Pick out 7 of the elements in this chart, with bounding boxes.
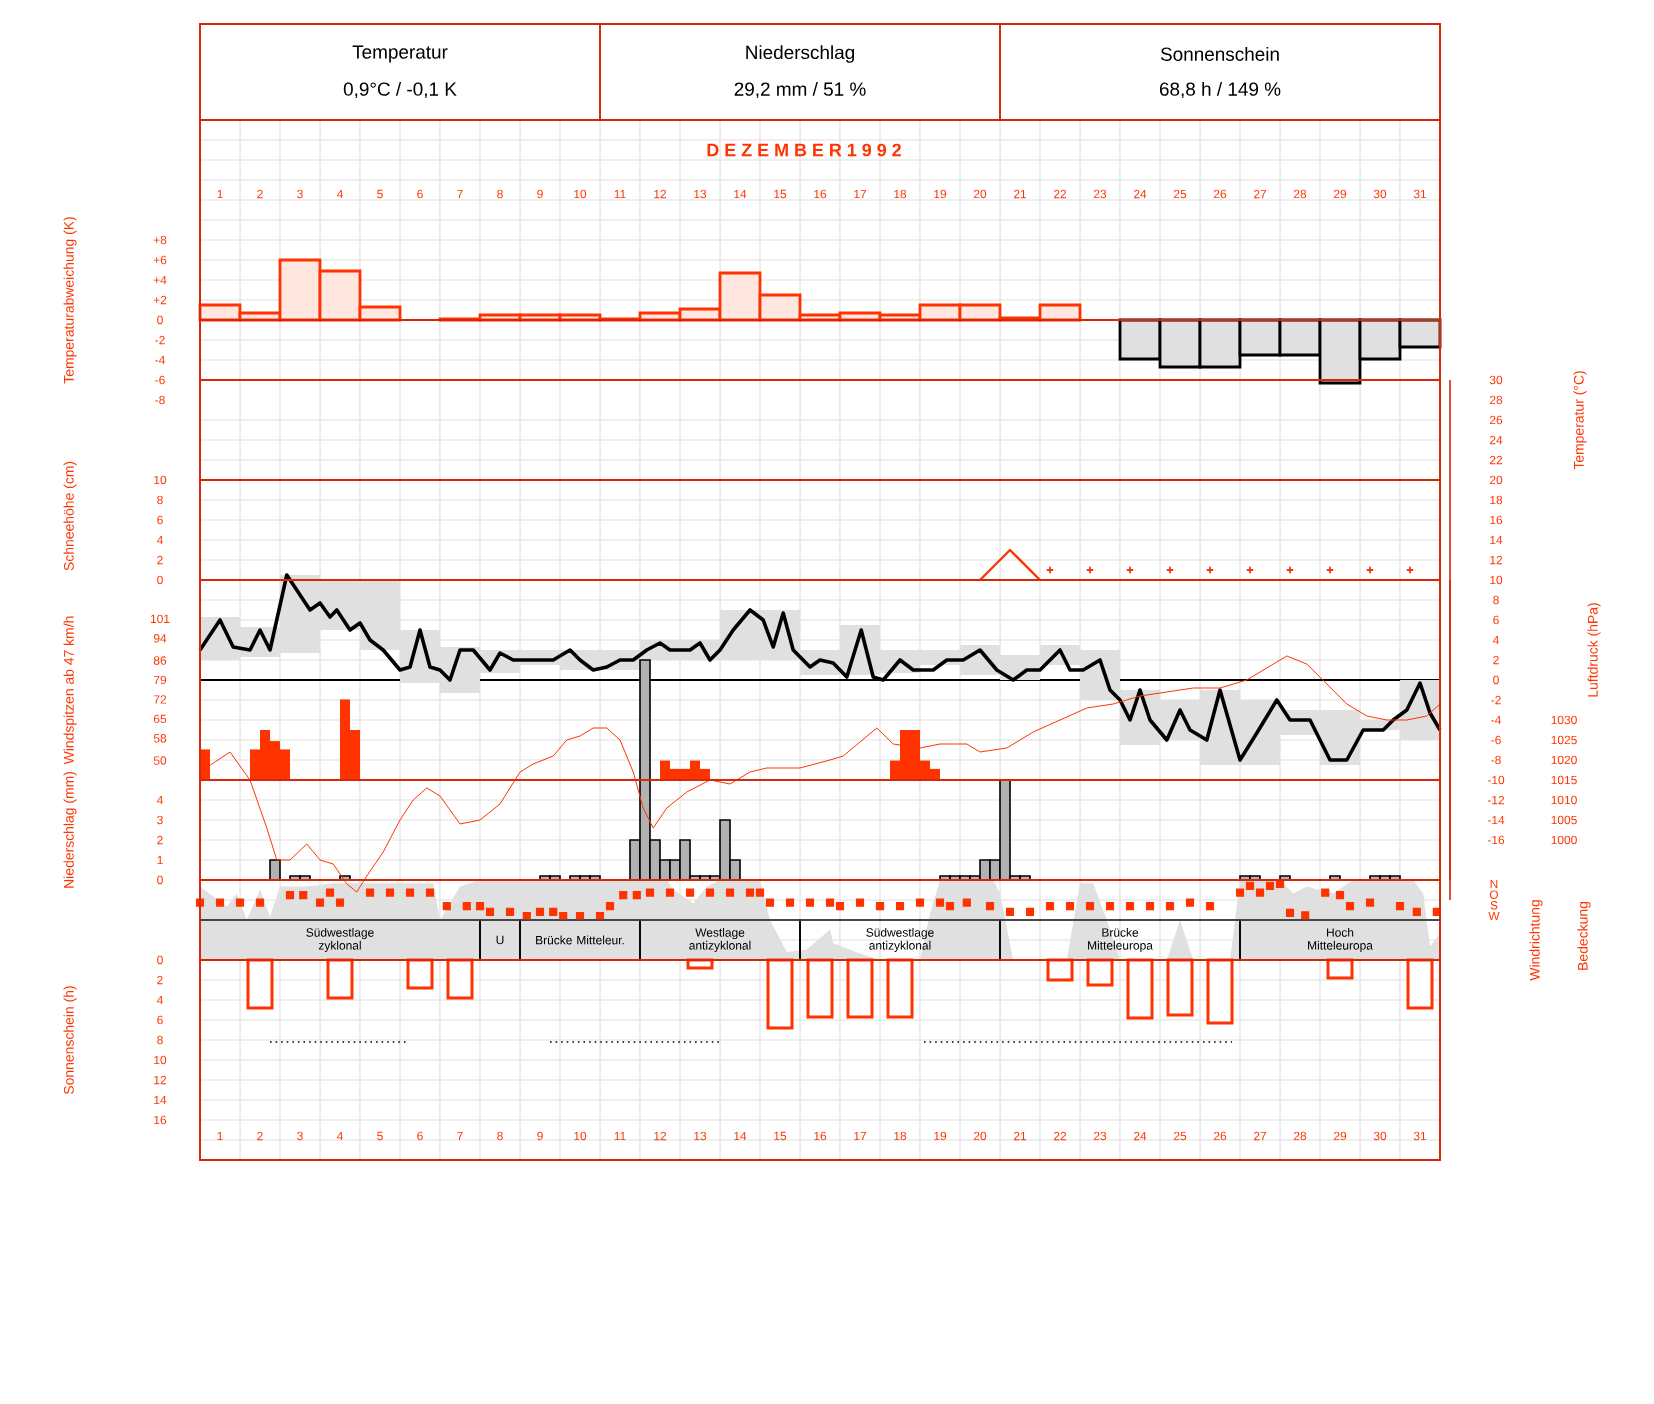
text: 68,8 h / 149 %	[1159, 81, 1281, 99]
text: Sonnenschein	[1160, 47, 1279, 61]
text: Niederschlag	[746, 45, 855, 63]
text: 29,2 mm / 51 %	[734, 81, 866, 99]
text: Temperatur	[352, 45, 448, 63]
text: 0,9°C / -0,1 K	[343, 81, 457, 99]
text: D E Z E M B E R 1 9 9 2	[707, 143, 901, 157]
